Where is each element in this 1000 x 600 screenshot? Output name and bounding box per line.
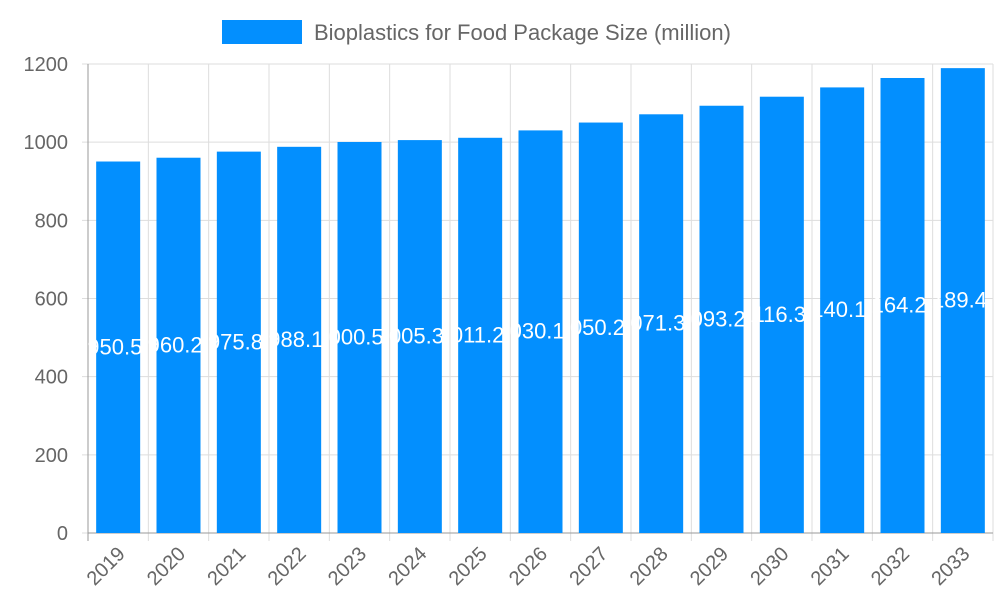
data-label: 1140.1 [801, 297, 867, 322]
data-label: 960.2 [148, 332, 203, 357]
x-tick-label: 2029 [686, 543, 733, 590]
data-label: 1011.2 [439, 322, 505, 347]
x-tick-label: 2033 [927, 543, 974, 590]
x-tick-label: 2030 [746, 543, 793, 590]
data-label: 1030.1 [497, 319, 564, 344]
data-label: 1050.2 [558, 315, 625, 340]
data-label: 1164.2 [861, 292, 927, 317]
data-label: 1093.2 [678, 306, 745, 331]
x-tick-label: 2027 [565, 543, 612, 590]
x-tick-label: 2021 [203, 543, 250, 590]
legend-label: Bioplastics for Food Package Size (milli… [314, 20, 731, 45]
bar [458, 137, 503, 533]
bar [96, 161, 141, 533]
x-tick-label: 2023 [324, 543, 371, 590]
legend-swatch [222, 20, 302, 44]
data-label: 988.1 [268, 327, 323, 352]
y-tick-label: 1000 [24, 132, 69, 154]
bar [940, 68, 985, 534]
data-label: 1071.3 [618, 311, 685, 336]
x-tick-label: 2031 [807, 543, 854, 590]
bar [699, 105, 744, 533]
y-tick-label: 0 [57, 523, 68, 545]
data-label: 1005.3 [377, 324, 444, 349]
x-tick-label: 2025 [445, 543, 492, 590]
x-tick-label: 2032 [867, 543, 914, 590]
data-label: 950.5 [87, 334, 142, 359]
y-tick-label: 1200 [24, 54, 69, 76]
x-tick-label: 2028 [626, 543, 673, 590]
bar [397, 140, 442, 533]
x-tick-label: 2022 [264, 543, 311, 590]
x-tick-label: 2026 [505, 543, 552, 590]
bar [759, 96, 804, 533]
data-label: 1189.4 [921, 288, 987, 313]
bar [578, 122, 623, 533]
y-tick-label: 200 [35, 445, 68, 467]
data-label: 975.8 [208, 329, 263, 354]
bar [337, 141, 382, 533]
bar [820, 87, 865, 533]
y-tick-label: 800 [35, 210, 68, 232]
bar [216, 151, 261, 534]
data-label: 1000.5 [316, 324, 383, 349]
y-tick-label: 600 [35, 289, 68, 311]
x-tick-label: 2024 [384, 543, 431, 590]
y-tick-label: 400 [35, 367, 68, 389]
bar [277, 146, 322, 534]
bar [880, 77, 925, 534]
data-label: 1116.3 [742, 302, 806, 327]
bar [639, 114, 684, 534]
x-tick-label: 2020 [143, 543, 190, 590]
bar [518, 130, 563, 533]
x-tick-label: 2019 [83, 543, 130, 590]
bar [156, 157, 201, 533]
